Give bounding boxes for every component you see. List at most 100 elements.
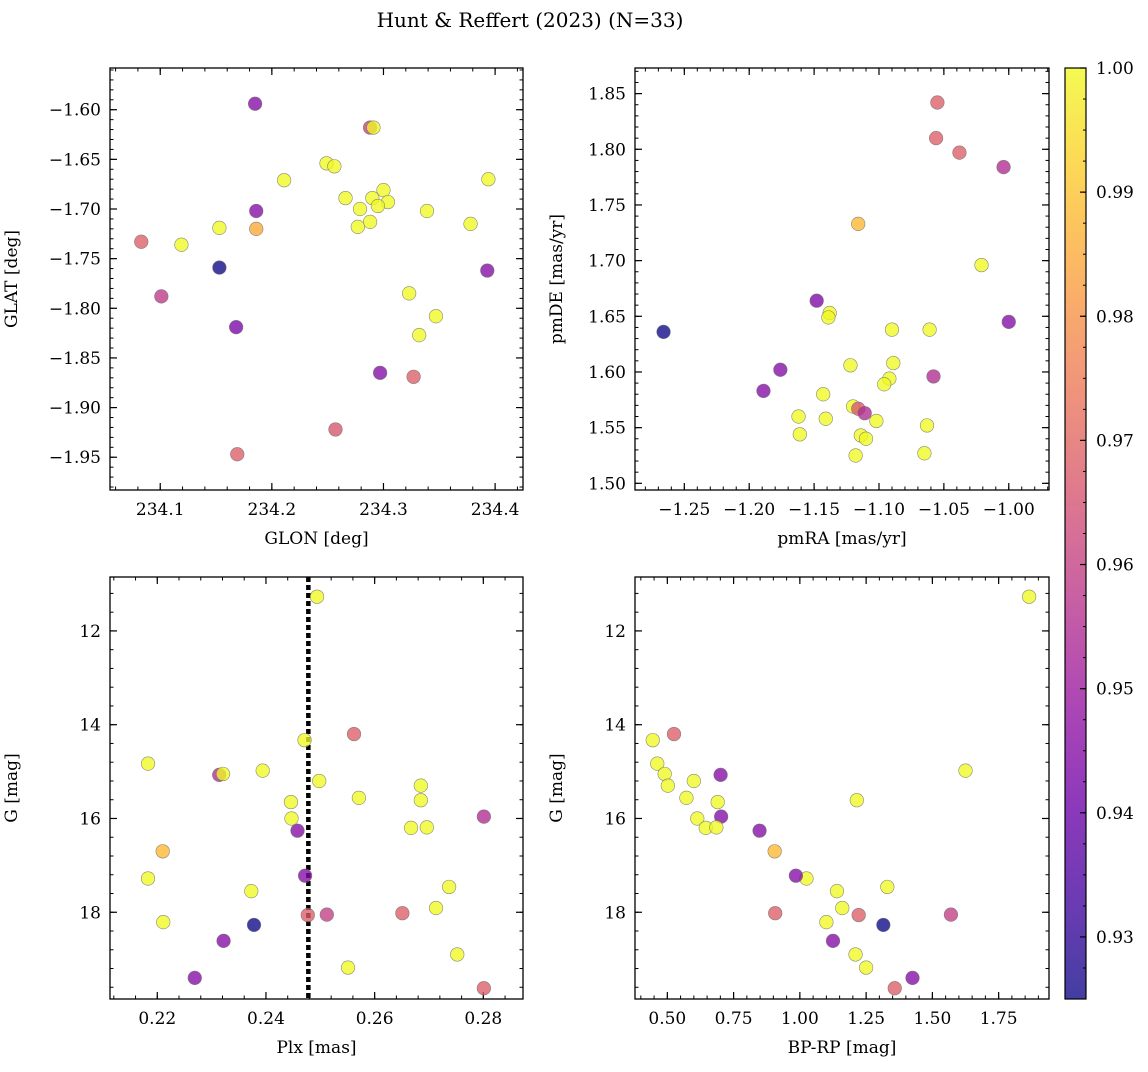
data-point bbox=[255, 763, 270, 778]
data-point bbox=[187, 970, 202, 986]
x-tick-label: 234.4 bbox=[471, 500, 520, 520]
data-point bbox=[848, 448, 863, 463]
data-point bbox=[848, 947, 863, 962]
data-point bbox=[428, 900, 444, 916]
panel-bprp-g: 0.50 0.75 1.00 1.25 1.50 1.75 12 14 16 18 BP-RP [m… bbox=[547, 576, 1050, 1058]
data-point bbox=[1022, 589, 1037, 604]
x-tick-label: 0.50 bbox=[648, 1009, 686, 1029]
data-point bbox=[297, 868, 313, 883]
data-point bbox=[327, 159, 342, 174]
data-point bbox=[248, 96, 263, 111]
x-tick-label: 0.28 bbox=[464, 1009, 502, 1029]
data-point bbox=[905, 970, 920, 986]
data-point bbox=[645, 733, 660, 748]
data-point bbox=[413, 793, 428, 808]
data-point bbox=[818, 411, 833, 426]
data-point bbox=[174, 237, 189, 252]
y-tick-label: −1.95 bbox=[49, 448, 101, 468]
x-tick-label: 1.00 bbox=[781, 1009, 819, 1029]
y-tick-label: 16 bbox=[79, 809, 101, 829]
y-tick-label: 1.60 bbox=[588, 363, 626, 383]
x-tick-label: −1.25 bbox=[658, 500, 710, 520]
data-point bbox=[877, 377, 892, 392]
data-point bbox=[351, 790, 366, 805]
data-point bbox=[943, 907, 959, 922]
data-point bbox=[713, 767, 728, 782]
data-point bbox=[246, 917, 262, 933]
data-point bbox=[922, 322, 937, 337]
data-point bbox=[1001, 314, 1016, 329]
data-point bbox=[880, 879, 895, 895]
x-axis-label: BP-RP [mag] bbox=[788, 1038, 897, 1058]
colorbar-tick-label: 0.94 bbox=[1096, 804, 1134, 824]
data-point bbox=[328, 422, 343, 437]
data-point bbox=[851, 907, 866, 923]
data-point bbox=[395, 906, 410, 921]
data-point bbox=[710, 794, 725, 810]
x-tick-label: −1.15 bbox=[788, 500, 840, 520]
data-point bbox=[229, 320, 244, 335]
data-point bbox=[413, 778, 428, 793]
y-tick-label: 12 bbox=[79, 622, 101, 642]
x-tick-label: 1.75 bbox=[980, 1009, 1018, 1029]
data-point bbox=[928, 131, 944, 146]
data-point bbox=[869, 413, 884, 429]
y-axis-label: G [mag] bbox=[547, 753, 567, 822]
data-point bbox=[773, 362, 788, 377]
data-point bbox=[362, 214, 378, 230]
x-tick-label: 234.3 bbox=[359, 500, 408, 520]
data-point bbox=[249, 203, 264, 219]
colorbar-tick-label: 0.97 bbox=[1096, 431, 1134, 451]
data-point bbox=[309, 589, 325, 604]
data-point bbox=[858, 431, 874, 446]
y-tick-label: 18 bbox=[79, 903, 101, 923]
data-point bbox=[996, 159, 1011, 175]
data-layer bbox=[656, 95, 1016, 463]
y-tick-label: 14 bbox=[79, 716, 101, 736]
data-point bbox=[660, 778, 675, 793]
panel-plx-g: 0.22 0.24 0.26 0.28 12 14 16 18 Plx [mas] G [mag] bbox=[2, 576, 524, 1058]
data-point bbox=[930, 95, 945, 110]
x-axis-label: GLON [deg] bbox=[264, 529, 368, 549]
data-point bbox=[829, 884, 845, 899]
data-point bbox=[917, 446, 932, 461]
data-point bbox=[366, 120, 381, 135]
data-point bbox=[290, 823, 305, 838]
data-point bbox=[926, 369, 941, 384]
plot-frame bbox=[634, 576, 1050, 1000]
data-point bbox=[825, 933, 841, 948]
data-point bbox=[140, 756, 156, 771]
data-point bbox=[212, 220, 227, 235]
data-point bbox=[350, 219, 365, 234]
data-point bbox=[212, 260, 227, 275]
data-point bbox=[216, 933, 231, 948]
data-point bbox=[768, 906, 783, 921]
y-tick-label: 1.65 bbox=[588, 307, 626, 327]
y-tick-label: 1.75 bbox=[588, 196, 626, 216]
y-tick-label: 1.70 bbox=[588, 252, 626, 272]
data-point bbox=[373, 365, 388, 380]
data-point bbox=[859, 960, 874, 975]
data-point bbox=[428, 309, 444, 324]
data-layer bbox=[134, 96, 496, 462]
plot-frame bbox=[109, 576, 524, 1000]
data-point bbox=[656, 324, 671, 339]
y-tick-label: −1.60 bbox=[49, 101, 101, 121]
x-tick-label: 0.75 bbox=[715, 1009, 753, 1029]
data-point bbox=[402, 286, 417, 301]
x-tick-label: 0.24 bbox=[247, 1009, 285, 1029]
y-tick-label: −1.90 bbox=[49, 399, 101, 419]
y-axis-label: pmDE [mas/yr] bbox=[547, 214, 567, 344]
data-point bbox=[919, 418, 935, 433]
data-point bbox=[476, 809, 491, 824]
data-point bbox=[756, 383, 771, 399]
data-point bbox=[887, 981, 902, 996]
data-point bbox=[352, 201, 368, 217]
figure-title: Hunt & Reffert (2023) (N=33) bbox=[377, 8, 684, 32]
y-tick-label: 1.50 bbox=[588, 474, 626, 494]
data-point bbox=[835, 900, 850, 916]
colorbar-tick-label: 0.98 bbox=[1096, 307, 1134, 327]
data-point bbox=[441, 879, 457, 895]
data-point bbox=[666, 726, 682, 742]
